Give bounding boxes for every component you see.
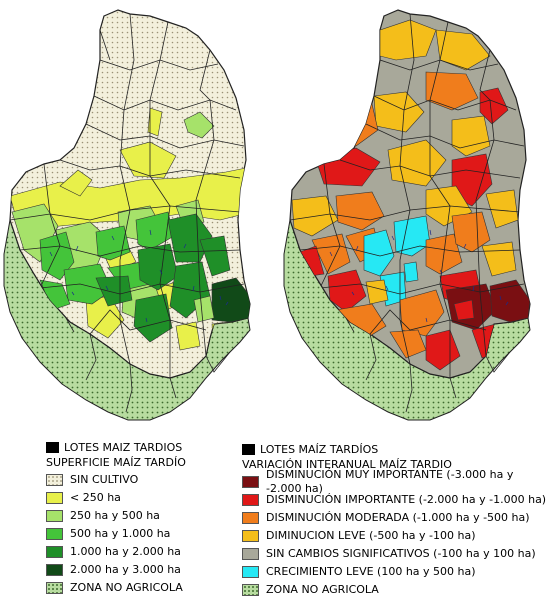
legend-label: < 250 ha xyxy=(70,491,121,504)
legend-item: 250 ha y 500 ha xyxy=(46,507,256,525)
legend-label: 1.000 ha y 2.000 ha xyxy=(70,545,181,558)
lot-markers xyxy=(329,229,509,323)
legend-label: DIMINUCION LEVE (-500 ha y -100 ha) xyxy=(266,529,476,542)
legend-swatch xyxy=(242,494,259,506)
legend-item: ZONA NO AGRICOLA xyxy=(242,581,548,599)
legend-header: LOTES MAÍZ TARDÍOS xyxy=(242,442,548,457)
legend-header-text: LOTES MAÍZ TARDÍOS xyxy=(260,442,379,456)
department-borders xyxy=(10,13,245,378)
legend-label: DISMINUCIÓN MODERADA (-1.000 ha y -500 h… xyxy=(266,511,530,524)
legend-label: ZONA NO AGRICOLA xyxy=(70,581,183,594)
legend-label: SIN CULTIVO xyxy=(70,473,139,486)
legend-swatch xyxy=(46,546,63,558)
legend-swatch xyxy=(46,510,63,522)
legend-swatch xyxy=(46,582,63,594)
legend-superficie: LOTES MAIZ TARDIOS SUPERFICIE MAÍZ TARDÍ… xyxy=(46,440,256,597)
legend-label: DISMINUCIÓN MUY IMPORTANTE (-3.000 ha y … xyxy=(266,468,514,495)
map-superficie-maiz-tardio xyxy=(3,9,251,421)
legend-swatch xyxy=(242,530,259,542)
map-variacion-interanual xyxy=(283,9,531,421)
legend-item: SIN CULTIVO xyxy=(46,471,256,489)
legend-title: SUPERFICIE MAÍZ TARDÍO xyxy=(46,456,186,469)
legend-header-text: LOTES MAIZ TARDIOS xyxy=(64,440,183,454)
lot-markers xyxy=(49,229,229,323)
lots-swatch xyxy=(46,442,59,453)
legend-item: DISMINUCIÓN MUY IMPORTANTE (-3.000 ha y … xyxy=(242,468,548,495)
legend-swatch xyxy=(46,564,63,576)
legend-label: 250 ha y 500 ha xyxy=(70,509,160,522)
legend-swatch xyxy=(46,474,63,486)
legend-item: CRECIMIENTO LEVE (100 ha y 500 ha) xyxy=(242,563,548,581)
legend-item: DIMINUCION LEVE (-500 ha y -100 ha) xyxy=(242,527,548,545)
legend-item: 1.000 ha y 2.000 ha xyxy=(46,543,256,561)
lots-swatch xyxy=(242,444,255,455)
legend-variacion: LOTES MAÍZ TARDÍOS VARIACIÓN INTERANUAL … xyxy=(242,442,548,599)
legend-swatch xyxy=(242,548,259,560)
legend-label: SIN CAMBIOS SIGNIFICATIVOS (-100 ha y 10… xyxy=(266,547,536,560)
legend-swatch xyxy=(242,566,259,578)
legend-label: CRECIMIENTO LEVE (100 ha y 500 ha) xyxy=(266,565,476,578)
legend-item: 2.000 ha y 3.000 ha xyxy=(46,561,256,579)
legend-swatch xyxy=(242,584,259,596)
legend-item: ZONA NO AGRICOLA xyxy=(46,579,256,597)
legend-item: < 250 ha xyxy=(46,489,256,507)
legend-header: LOTES MAIZ TARDIOS xyxy=(46,440,256,455)
legend-label: 2.000 ha y 3.000 ha xyxy=(70,563,181,576)
legend-swatch xyxy=(242,512,259,524)
legend-label: 500 ha y 1.000 ha xyxy=(70,527,171,540)
legend-swatch xyxy=(242,476,259,488)
legend-item: SIN CAMBIOS SIGNIFICATIVOS (-100 ha y 10… xyxy=(242,545,548,563)
lots-variacion xyxy=(291,19,530,371)
legend-swatch xyxy=(46,492,63,504)
legend-label: DISMINUCIÓN IMPORTANTE (-2.000 ha y -1.0… xyxy=(266,493,547,506)
legend-item: DISMINUCIÓN IMPORTANTE (-2.000 ha y -1.0… xyxy=(242,491,548,509)
legend-swatch xyxy=(46,528,63,540)
legend-title: VARIACIÓN INTERANUAL MAÍZ TARDIO xyxy=(242,458,452,471)
department-borders xyxy=(290,13,525,378)
legend-label: ZONA NO AGRICOLA xyxy=(266,583,379,596)
legend-item: DISMINUCIÓN MODERADA (-1.000 ha y -500 h… xyxy=(242,509,548,527)
legend-item: 500 ha y 1.000 ha xyxy=(46,525,256,543)
